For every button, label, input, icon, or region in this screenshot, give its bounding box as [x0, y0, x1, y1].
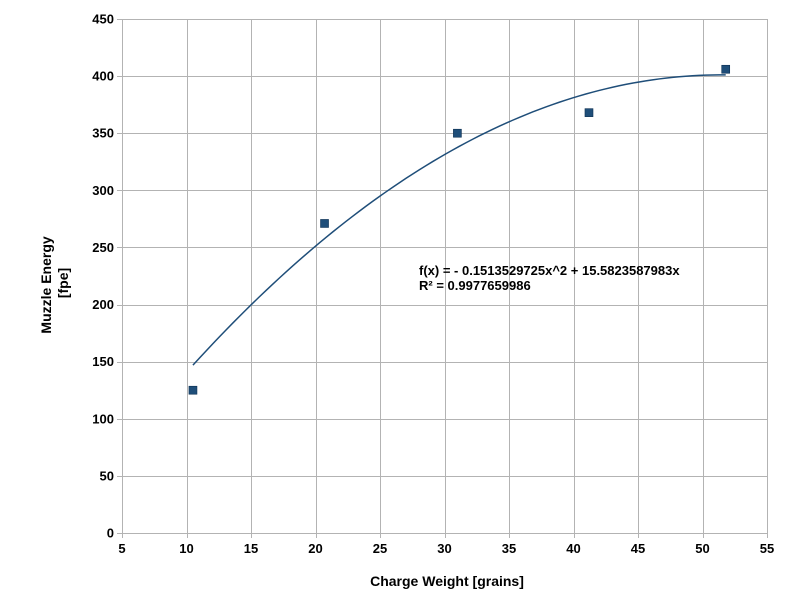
- y-tick-label: 200: [92, 297, 114, 312]
- y-tick-label: 0: [107, 526, 114, 541]
- axes: [117, 19, 768, 538]
- data-point: [721, 64, 731, 74]
- y-tick-label: 350: [92, 126, 114, 141]
- x-tick-label: 25: [373, 541, 387, 556]
- y-axis-title: Muzzle Energy [fpe]: [38, 232, 71, 333]
- y-tick-label: 150: [92, 354, 114, 369]
- y-tick-label: 300: [92, 183, 114, 198]
- y-tick-label: 400: [92, 69, 114, 84]
- y-tick-label: 450: [92, 12, 114, 27]
- data-points: [188, 64, 731, 395]
- x-tick-label: 55: [760, 541, 774, 556]
- data-point: [320, 219, 329, 228]
- x-tick-label: 5: [118, 541, 125, 556]
- x-tick-label: 15: [244, 541, 258, 556]
- y-tick-label: 50: [100, 468, 114, 483]
- data-point: [584, 108, 594, 117]
- x-tick-label: 20: [308, 541, 322, 556]
- x-tick-label: 40: [566, 541, 580, 556]
- x-tick-label: 30: [437, 541, 451, 556]
- x-tick-label: 35: [502, 541, 516, 556]
- tick-labels: 5 10 15 20 25 30 35 40 45 50 55 0 50 100 150 200 250 300 3…: [92, 12, 774, 557]
- x-tick-label: 50: [695, 541, 709, 556]
- x-axis-title: Charge Weight [grains]: [370, 573, 524, 589]
- y-axis-title-line-1: Muzzle Energy: [38, 236, 54, 333]
- x-tick-label: 45: [631, 541, 645, 556]
- trendline: [192, 74, 726, 366]
- y-tick-label: 100: [92, 411, 114, 426]
- r-squared-label: R² = 0.9977659986: [419, 278, 531, 293]
- y-tick-label: 250: [92, 240, 114, 255]
- trendline-equation: f(x) = - 0.1513529725x^2 + 15.5823587983…: [419, 263, 680, 278]
- data-point: [453, 128, 462, 138]
- data-point: [188, 385, 198, 395]
- y-axis-title-line-2: [fpe]: [55, 268, 71, 298]
- x-tick-label: 10: [179, 541, 193, 556]
